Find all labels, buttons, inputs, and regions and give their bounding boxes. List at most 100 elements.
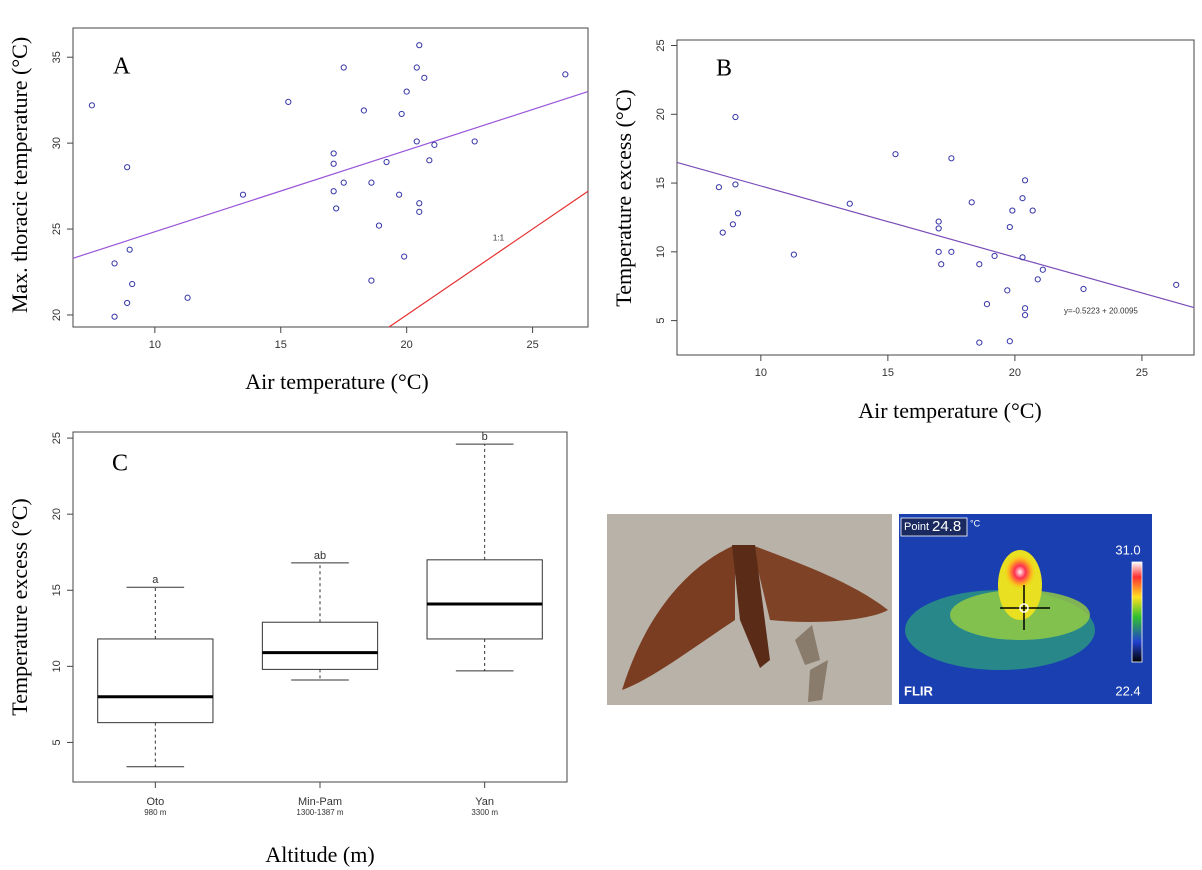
y-tick-label: 5 [655, 318, 667, 324]
group-letter: b [482, 431, 488, 443]
x-tick-label: Min-Pam [298, 796, 342, 808]
point [401, 253, 408, 260]
point [938, 261, 945, 268]
y-tick-label: 25 [51, 432, 63, 444]
point [1021, 305, 1029, 312]
y-tick-label: 25 [655, 39, 667, 51]
point [340, 179, 347, 186]
thermal-scale-max: 31.0 [1115, 542, 1140, 557]
line-label: 1:1 [493, 233, 505, 242]
x-tick-label: 15 [275, 339, 287, 351]
point [111, 313, 118, 320]
thermal-brand: FLIR [904, 683, 933, 698]
fit-line [72, 91, 589, 259]
box [97, 638, 214, 724]
thermal-photo [899, 514, 1152, 704]
point [1021, 312, 1029, 319]
point [991, 252, 998, 260]
thermal-unit: °C [970, 518, 981, 528]
point [368, 179, 375, 186]
group-letter: ab [314, 550, 326, 562]
point [111, 260, 118, 267]
point [333, 205, 340, 212]
point [124, 299, 131, 307]
fit-line [388, 190, 589, 328]
point [431, 141, 438, 148]
point [732, 113, 739, 121]
point [413, 138, 420, 145]
point [426, 157, 433, 164]
panel-label: A [113, 54, 131, 80]
point [403, 88, 410, 95]
point [562, 71, 569, 78]
point [1080, 285, 1087, 293]
point [948, 155, 955, 162]
x-tick-label: 20 [401, 339, 413, 351]
point [398, 110, 405, 118]
point [968, 199, 975, 206]
point [1173, 281, 1180, 288]
y-tick-label: 20 [655, 108, 667, 120]
point [715, 184, 723, 191]
point [1019, 254, 1026, 261]
point [124, 164, 131, 171]
point [471, 138, 478, 145]
box [426, 559, 543, 640]
point [1009, 207, 1016, 214]
point [935, 248, 942, 255]
point [383, 158, 390, 166]
x-tick-label: 25 [1136, 367, 1148, 379]
point [729, 221, 736, 228]
point [396, 191, 403, 198]
point [239, 191, 247, 198]
x-axis-title: Air temperature (°C) [245, 369, 429, 394]
y-axis-title: Temperature excess (°C) [7, 498, 32, 715]
point [368, 277, 375, 284]
point [790, 251, 797, 258]
moth-photo [607, 514, 892, 705]
point [421, 74, 428, 81]
point [340, 64, 347, 71]
group-letter: a [152, 574, 159, 586]
point [126, 246, 133, 253]
x-tick-sublabel: 1300-1387 m [296, 808, 343, 817]
point [935, 225, 942, 232]
point [285, 98, 292, 105]
plot-frame [676, 39, 1195, 356]
point [184, 294, 191, 301]
x-tick-sublabel: 3300 m [471, 808, 498, 817]
point [734, 210, 742, 217]
y-tick-label: 20 [51, 309, 63, 321]
y-tick-label: 35 [51, 51, 63, 63]
y-tick-label: 10 [655, 246, 667, 258]
y-tick-label: 15 [655, 177, 667, 189]
point [732, 181, 739, 188]
point [1039, 266, 1046, 273]
point [88, 102, 95, 109]
x-tick-label: 20 [1009, 367, 1021, 379]
point [892, 151, 899, 158]
point [1029, 207, 1036, 214]
point [330, 150, 337, 157]
panel-label: C [112, 451, 128, 477]
point [846, 200, 853, 207]
y-tick-label: 15 [51, 584, 63, 596]
point [976, 261, 983, 268]
x-tick-label: 10 [755, 367, 767, 379]
panel-label: B [716, 56, 732, 82]
x-tick-label: Yan [475, 796, 494, 808]
point [360, 107, 367, 114]
point [1004, 287, 1011, 294]
point [935, 218, 942, 225]
point [416, 42, 423, 49]
line-label: y=-0.5223 + 20.0095 [1064, 307, 1138, 316]
x-tick-label: 25 [526, 339, 538, 351]
point [413, 64, 420, 71]
point [416, 200, 423, 207]
point [375, 222, 383, 229]
point [129, 280, 136, 288]
y-axis-title: Temperature excess (°C) [611, 89, 636, 306]
thermal-scale-min: 22.4 [1115, 683, 1140, 698]
box [261, 621, 379, 670]
